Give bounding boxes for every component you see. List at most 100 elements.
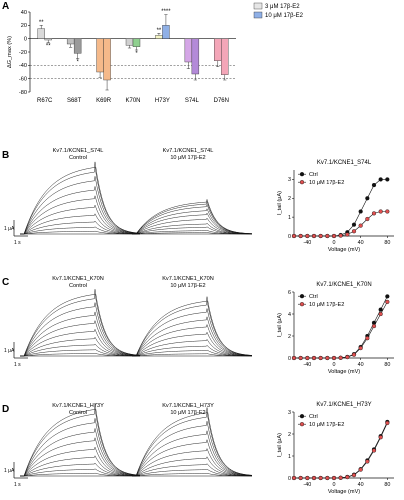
current-trace xyxy=(132,407,253,477)
current-trace xyxy=(20,166,141,235)
panel-letter-a: A xyxy=(2,1,9,12)
panel-letter-b: B xyxy=(2,150,9,161)
x-tick-label: -40 xyxy=(303,482,311,488)
current-trace xyxy=(132,300,253,357)
data-point-1 xyxy=(298,355,303,361)
legend-swatch xyxy=(253,11,263,19)
current-trace xyxy=(20,204,141,235)
x-category-label: D76N xyxy=(214,98,229,104)
trace-title-d-e2-2: 10 μM 17β-E2 xyxy=(170,410,205,416)
current-trace xyxy=(20,289,141,357)
x-tick-label: -40 xyxy=(303,240,311,246)
data-point-1 xyxy=(365,216,370,222)
legend-label: Ctrl xyxy=(309,414,318,420)
x-tick-label: 0 xyxy=(333,482,336,488)
iv-title: Kv7.1/KCNE1_S74L xyxy=(317,160,372,166)
y-axis-label: I_tail (μA) xyxy=(277,191,283,215)
current-trace xyxy=(20,455,141,477)
data-point-1 xyxy=(378,435,383,440)
panel-letter-c: C xyxy=(2,277,9,288)
iv-plot-c: Kv7.1/KCNE1_K70N -40 0 40 80 0 2 4 6 Voltage (mV)… xyxy=(277,282,394,375)
bar-H73Y-10uM xyxy=(162,25,170,39)
data-point-1 xyxy=(331,355,337,361)
iv-plot-b: Kv7.1/KCNE1_S74L -40 0 40 80 0 1 2 3 Voltage (mV)… xyxy=(277,160,394,253)
current-trace xyxy=(132,203,253,235)
bar-K69R-3uM xyxy=(96,38,104,73)
data-point-1 xyxy=(345,475,350,480)
series-line-1 xyxy=(294,301,388,359)
current-trace xyxy=(132,308,253,357)
x-category-label: R67C xyxy=(37,98,53,104)
iv-title: Kv7.1/KCNE1_H73Y xyxy=(316,402,371,408)
current-trace xyxy=(132,344,253,357)
data-point-1 xyxy=(291,355,297,361)
data-point-1 xyxy=(358,223,363,228)
y-tick-label: 40 xyxy=(21,10,27,16)
data-point-1 xyxy=(311,475,317,481)
legend-label: Ctrl xyxy=(309,294,318,300)
trace-title-d-control-1: Kv7.1/KCNE1_H73Y xyxy=(52,403,104,409)
x-category-label: H73Y xyxy=(155,98,170,104)
scalebar-time-label: 1 s xyxy=(14,362,21,368)
x-tick-label: 40 xyxy=(358,482,364,488)
current-traces-c-control: 1 μA 1 s xyxy=(4,289,141,368)
trace-title-c-control-2: Control xyxy=(69,283,87,289)
significance-marker: ** xyxy=(39,20,44,26)
row-b: Kv7.1/KCNE1_S74L Control Kv7.1/KCNE1_S74… xyxy=(4,148,394,253)
current-trace xyxy=(20,319,141,357)
bar-S68T-10uM xyxy=(73,38,82,54)
series-line-0 xyxy=(294,179,388,237)
y-axis-label: I_tail (μA) xyxy=(277,433,283,457)
y-tick-label: 0 xyxy=(288,356,291,362)
data-point-1 xyxy=(298,233,303,239)
data-point-0 xyxy=(351,222,357,227)
legend-swatch xyxy=(253,2,263,10)
data-point-1 xyxy=(385,420,390,426)
data-point-1 xyxy=(305,475,310,481)
y-tick-label: 2 xyxy=(288,432,291,438)
current-trace xyxy=(132,468,253,477)
current-trace xyxy=(20,161,141,235)
legend-marker xyxy=(299,172,305,177)
data-point-1 xyxy=(371,211,377,216)
x-category-label: K69R xyxy=(96,98,112,104)
y-tick-label: 3 xyxy=(288,177,291,183)
x-category-label: S74L xyxy=(185,98,200,104)
iv-plot-d: Kv7.1/KCNE1_H73Y -40 0 40 80 0 1 2 3 Voltage (mV)… xyxy=(277,402,394,495)
bar-S74L-10uM xyxy=(191,38,200,75)
current-trace xyxy=(20,408,141,477)
data-point-1 xyxy=(318,475,323,481)
scalebar-current-label: 1 μA xyxy=(4,348,15,354)
y-tick-label: 2 xyxy=(288,196,291,202)
data-point-0 xyxy=(378,307,383,312)
y-tick-label: 4 xyxy=(288,312,291,318)
data-point-0 xyxy=(385,294,390,299)
scalebar-time-label: 1 s xyxy=(14,240,21,246)
legend-label: Ctrl xyxy=(309,172,318,178)
scalebar-time-label: 1 s xyxy=(14,482,21,488)
data-point-1 xyxy=(351,229,357,234)
current-trace xyxy=(132,421,253,477)
data-point-1 xyxy=(338,233,343,238)
data-point-1 xyxy=(351,352,357,357)
scalebar-current-label: 1 μA xyxy=(4,468,15,474)
x-tick-label: 0 xyxy=(333,362,336,368)
x-category-label: K70N xyxy=(125,98,140,104)
current-trace xyxy=(132,463,253,477)
current-trace xyxy=(132,349,253,357)
data-point-1 xyxy=(345,355,350,360)
y-axis-label: ΔG_max (%) xyxy=(7,36,13,68)
data-point-1 xyxy=(318,233,323,239)
y-tick-label: -20 xyxy=(19,50,27,56)
current-trace xyxy=(20,220,141,235)
x-tick-label: 80 xyxy=(384,362,390,368)
y-tick-label: 0 xyxy=(288,234,291,240)
current-trace xyxy=(20,446,141,477)
legend-label: 10 μM 17β-E2 xyxy=(309,422,344,428)
x-tick-label: 0 xyxy=(333,240,336,246)
current-trace xyxy=(132,412,253,477)
y-tick-label: -60 xyxy=(19,76,27,82)
current-trace xyxy=(20,418,141,477)
current-trace xyxy=(132,456,253,477)
